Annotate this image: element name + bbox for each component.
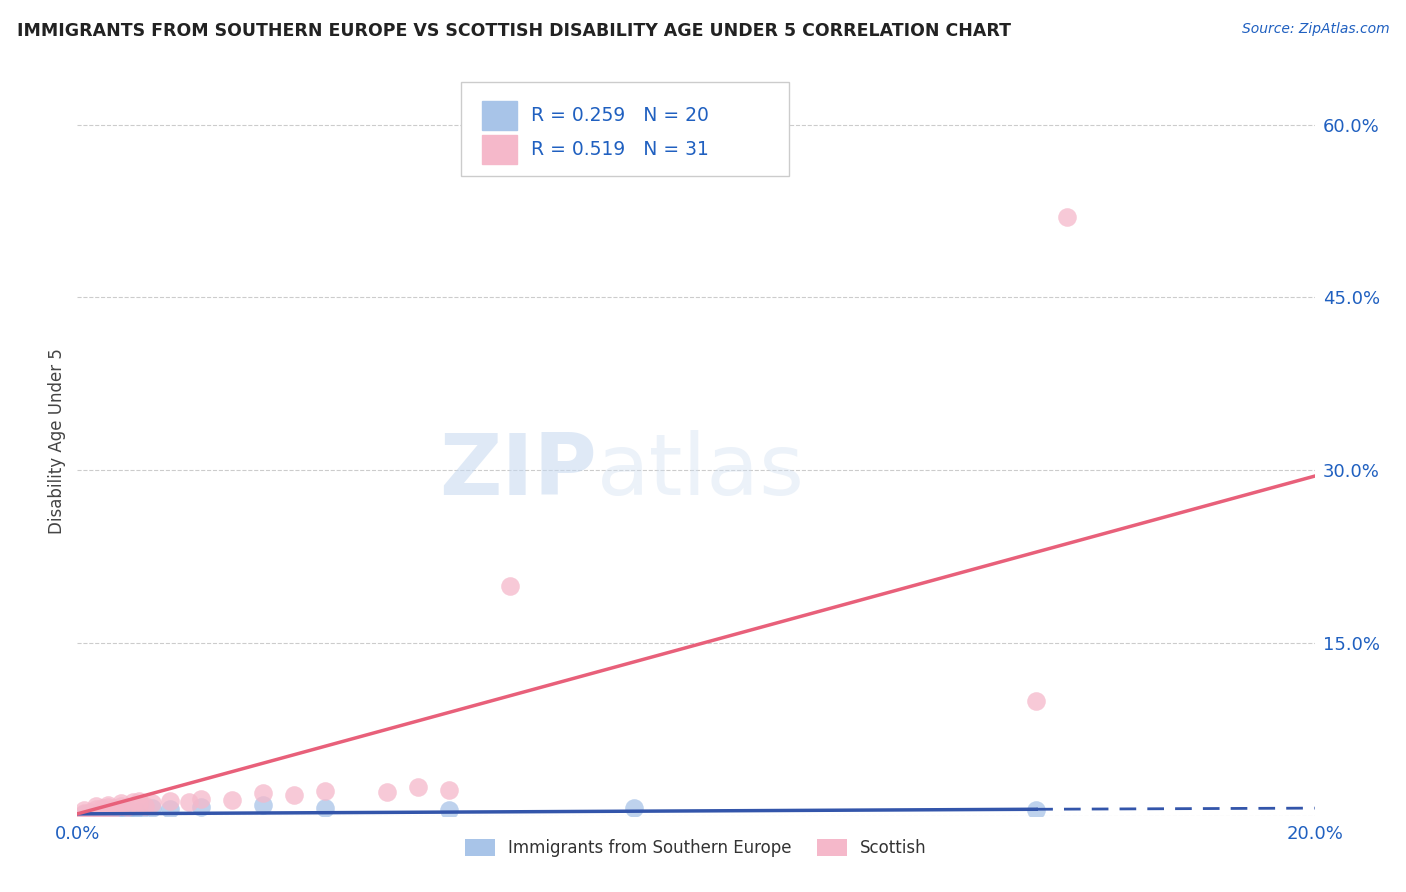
Point bbox=[72, 806, 94, 821]
Text: R = 0.519   N = 31: R = 0.519 N = 31 bbox=[531, 140, 709, 159]
Point bbox=[190, 800, 212, 814]
Point bbox=[159, 794, 181, 808]
Text: atlas: atlas bbox=[598, 430, 806, 513]
Text: Source: ZipAtlas.com: Source: ZipAtlas.com bbox=[1241, 22, 1389, 37]
Point bbox=[128, 794, 150, 808]
Bar bbox=[482, 102, 516, 130]
Text: R = 0.259   N = 20: R = 0.259 N = 20 bbox=[531, 106, 709, 125]
Point bbox=[103, 801, 125, 815]
Point bbox=[190, 792, 212, 806]
Point bbox=[79, 805, 101, 820]
Point bbox=[252, 797, 274, 812]
Point bbox=[314, 801, 336, 815]
Point bbox=[72, 804, 94, 818]
FancyBboxPatch shape bbox=[461, 82, 789, 176]
Point bbox=[499, 579, 522, 593]
Point bbox=[375, 785, 398, 799]
Point bbox=[115, 800, 138, 814]
Legend: Immigrants from Southern Europe, Scottish: Immigrants from Southern Europe, Scottis… bbox=[458, 832, 934, 864]
Point bbox=[623, 801, 645, 815]
Point bbox=[177, 795, 200, 809]
Point bbox=[437, 782, 460, 797]
Y-axis label: Disability Age Under 5: Disability Age Under 5 bbox=[48, 349, 66, 534]
Point bbox=[115, 804, 138, 818]
Point bbox=[84, 798, 107, 813]
Point bbox=[141, 801, 163, 815]
Point bbox=[72, 805, 94, 820]
Point bbox=[283, 789, 305, 803]
Point bbox=[437, 804, 460, 818]
Point bbox=[221, 793, 243, 807]
Point bbox=[406, 780, 429, 795]
Point bbox=[91, 805, 114, 820]
Point bbox=[122, 805, 145, 820]
Point bbox=[122, 795, 145, 809]
Point bbox=[97, 797, 120, 812]
Bar bbox=[482, 135, 516, 163]
Point bbox=[79, 808, 101, 822]
Text: IMMIGRANTS FROM SOUTHERN EUROPE VS SCOTTISH DISABILITY AGE UNDER 5 CORRELATION C: IMMIGRANTS FROM SOUTHERN EUROPE VS SCOTT… bbox=[17, 22, 1011, 40]
Point bbox=[252, 786, 274, 800]
Point bbox=[314, 784, 336, 798]
Point bbox=[159, 802, 181, 816]
Point bbox=[1056, 210, 1078, 224]
Point bbox=[91, 804, 114, 818]
Text: ZIP: ZIP bbox=[439, 430, 598, 513]
Point bbox=[141, 797, 163, 811]
Point bbox=[128, 805, 150, 819]
Point bbox=[110, 798, 132, 813]
Point bbox=[110, 797, 132, 811]
Point bbox=[79, 805, 101, 819]
Point bbox=[1025, 804, 1047, 818]
Point bbox=[128, 797, 150, 812]
Point bbox=[134, 798, 156, 813]
Point bbox=[97, 808, 120, 822]
Point bbox=[110, 806, 132, 821]
Point bbox=[97, 800, 120, 814]
Point bbox=[91, 801, 114, 815]
Point bbox=[1025, 694, 1047, 708]
Point bbox=[97, 805, 120, 819]
Point bbox=[84, 806, 107, 821]
Point bbox=[84, 802, 107, 816]
Point bbox=[103, 805, 125, 820]
